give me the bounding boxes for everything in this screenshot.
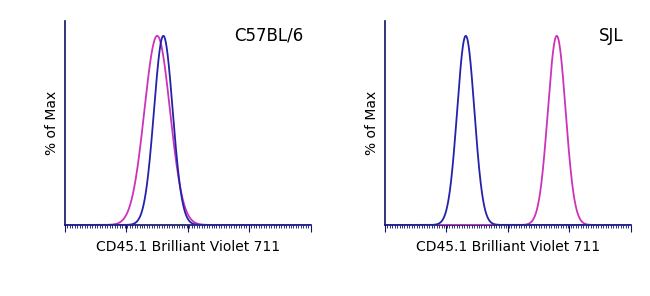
Text: C57BL/6: C57BL/6 [234, 27, 304, 45]
Y-axis label: % of Max: % of Max [46, 91, 59, 155]
Y-axis label: % of Max: % of Max [365, 91, 379, 155]
Text: SJL: SJL [599, 27, 623, 45]
X-axis label: CD45.1 Brilliant Violet 711: CD45.1 Brilliant Violet 711 [415, 240, 600, 254]
X-axis label: CD45.1 Brilliant Violet 711: CD45.1 Brilliant Violet 711 [96, 240, 280, 254]
